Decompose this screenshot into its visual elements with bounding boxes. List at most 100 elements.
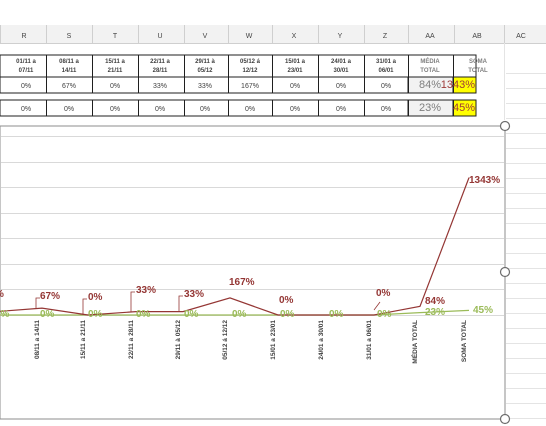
table-header-cell-6-line2: 23/01 xyxy=(287,68,303,74)
x-tick-label: 31/01 a 06/01 xyxy=(366,320,373,360)
table-cell[interactable]: 167% xyxy=(241,83,259,90)
x-tick-label: 29/11 à 05/12 xyxy=(175,320,182,360)
data-label-series-2: 0% xyxy=(232,309,247,320)
table-header-cell-0-line2: 07/11 xyxy=(19,68,34,74)
table-cell[interactable]: 45% xyxy=(453,102,475,114)
data-label-leader xyxy=(82,298,87,315)
table-header-cell-5-line1: 05/12 á xyxy=(240,59,261,65)
column-header-w[interactable]: W xyxy=(246,33,253,40)
table-header-cell-5-line2: 12/12 xyxy=(242,68,258,74)
data-label-series-1: 1343% xyxy=(469,175,500,186)
table-cell[interactable]: 23% xyxy=(419,102,441,114)
table-cell[interactable]: 0% xyxy=(21,106,31,113)
data-label-series-1: 67% xyxy=(40,291,60,302)
x-tick-label: 08/11 a 14/11 xyxy=(34,320,41,359)
data-label-leader xyxy=(373,301,381,311)
x-tick-label: 15/11 a 21/11 xyxy=(80,320,87,359)
column-header-aa[interactable]: AA xyxy=(425,33,435,40)
table-cell[interactable]: 33% xyxy=(198,83,212,90)
chart-area[interactable] xyxy=(0,125,506,420)
table-header-cell-1-line2: 14/11 xyxy=(62,68,77,74)
column-header-v[interactable]: V xyxy=(203,33,208,40)
table-header-cell-10-line1: SOMA xyxy=(469,59,488,65)
data-label-leader xyxy=(35,297,40,309)
table-header-cell-7-line2: 30/01 xyxy=(333,68,349,74)
x-tick-label: 15/01 a 23/01 xyxy=(270,320,277,360)
table-cell[interactable]: 0% xyxy=(381,106,391,113)
table-header-cell-8-line2: 06/01 xyxy=(378,68,394,74)
table-cell[interactable]: 0% xyxy=(290,83,300,90)
table-cell[interactable]: 0% xyxy=(336,106,346,113)
table-cell[interactable]: 0% xyxy=(64,106,74,113)
series-line-2[interactable] xyxy=(0,309,470,316)
resize-handle[interactable] xyxy=(499,120,511,132)
table-header-cell-6-line1: 15/01 a xyxy=(285,59,306,65)
table-header-cell-1-line1: 08/11 a xyxy=(59,59,79,65)
x-tick-label: SOMA TOTAL xyxy=(461,320,468,362)
x-tick-label: MÉDIA TOTAL xyxy=(410,320,419,364)
data-label-series-1: 0% xyxy=(279,295,294,306)
table-header-cell-2-line2: 21/11 xyxy=(108,68,123,74)
column-header-s[interactable]: S xyxy=(67,33,72,40)
column-header-z[interactable]: Z xyxy=(383,33,388,40)
data-label-leader xyxy=(178,295,183,312)
column-header-x[interactable]: X xyxy=(292,33,297,40)
table-header-cell-8-line1: 31/01 a xyxy=(376,59,397,65)
x-tick-label: 22/11 a 28/11 xyxy=(128,320,135,359)
data-label-series-2: 0% xyxy=(329,309,344,320)
resize-handle[interactable] xyxy=(499,413,511,425)
table-cell[interactable]: 0% xyxy=(290,106,300,113)
data-label-series-2: 23% xyxy=(425,307,445,318)
table-header-cell-3-line2: 28/11 xyxy=(153,68,168,74)
table-header-cell-4-line1: 29/11 à xyxy=(195,59,215,65)
data-label-series-2-partial: 0% xyxy=(0,309,10,320)
x-tick-label: 24/01 a 30/01 xyxy=(318,320,325,360)
table-cell[interactable]: 0% xyxy=(381,83,391,90)
data-label-series-2: 0% xyxy=(184,309,199,320)
data-label-series-2: 45% xyxy=(473,305,493,316)
x-tick-label: 05/12 á 12/12 xyxy=(222,320,229,360)
table-header-cell-9-line2: TOTAL xyxy=(420,68,440,74)
table-cell[interactable]: 84% xyxy=(419,79,441,91)
data-label-series-1: 0% xyxy=(376,288,391,299)
table-cell[interactable]: 67% xyxy=(62,83,76,90)
table-header-cell-4-line2: 05/12 xyxy=(197,68,213,74)
data-label-series-2: 0% xyxy=(280,309,295,320)
table-cell[interactable]: 0% xyxy=(21,83,31,90)
data-label-series-2: 0% xyxy=(136,309,151,320)
data-label-series-1-partial: % xyxy=(0,289,4,300)
data-label-leader xyxy=(130,291,135,312)
table-cell[interactable]: 33% xyxy=(153,83,167,90)
column-header-y[interactable]: Y xyxy=(338,33,343,40)
column-header-u[interactable]: U xyxy=(157,33,162,40)
resize-handle[interactable] xyxy=(499,266,511,278)
table-cell[interactable]: 0% xyxy=(110,83,120,90)
table-header-cell-3-line1: 22/11 a xyxy=(150,59,170,65)
data-label-series-1: 84% xyxy=(425,296,445,307)
data-label-series-1: 0% xyxy=(88,292,103,303)
data-label-series-1: 33% xyxy=(136,285,156,296)
table-header-cell-7-line1: 24/01 a xyxy=(331,59,352,65)
table-cell[interactable]: 0% xyxy=(336,83,346,90)
data-label-series-1: 33% xyxy=(184,289,204,300)
column-header-ab[interactable]: AB xyxy=(472,33,482,40)
data-label-series-2: 0% xyxy=(40,309,55,320)
table-cell[interactable]: 0% xyxy=(110,106,120,113)
data-label-series-2: 0% xyxy=(88,309,103,320)
table-header-cell-9-line1: MÉDIA xyxy=(420,57,440,65)
table-cell[interactable]: 0% xyxy=(200,106,210,113)
table-cell[interactable]: 1343% xyxy=(441,79,475,91)
table-header-cell-0-line1: 01/11 a xyxy=(16,59,36,65)
column-header-ac[interactable]: AC xyxy=(516,33,526,40)
table-cell[interactable]: 0% xyxy=(155,106,165,113)
table-header-cell-10-line2: TOTAL xyxy=(468,68,488,74)
table-cell[interactable]: 0% xyxy=(245,106,255,113)
column-header-r[interactable]: R xyxy=(21,33,26,40)
data-label-series-1: 167% xyxy=(229,277,255,288)
data-label-series-2: 0% xyxy=(377,309,392,320)
series-line-1[interactable] xyxy=(0,177,470,316)
table-header-cell-2-line1: 15/11 a xyxy=(105,59,125,65)
column-header-t[interactable]: T xyxy=(113,33,118,40)
